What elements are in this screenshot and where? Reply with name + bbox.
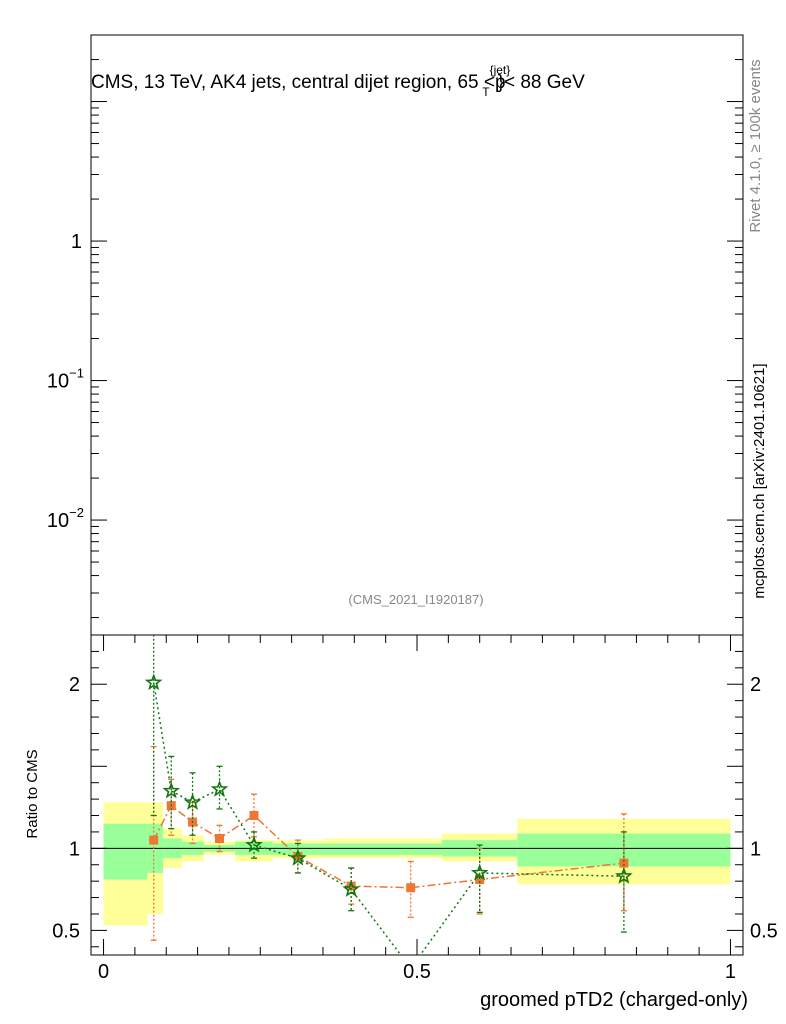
ratio-series-group: [144, 635, 633, 955]
x-axis-label: groomed pTD2 (charged-only): [480, 989, 748, 1011]
ratio-uncertainty-bands: [103, 802, 731, 926]
data-point-star: [245, 835, 263, 853]
data-point-square: [406, 883, 416, 893]
data-point-square: [215, 833, 225, 843]
data-point-star: [470, 863, 489, 881]
ratio-panel-frame: [90, 634, 744, 956]
ratio-y-tick-label: 1: [69, 838, 80, 860]
ratio-y-tick-label-right: 1: [750, 838, 761, 860]
x-tick-label: 0.5: [403, 961, 431, 983]
ratio-y-tick-label: 0.5: [52, 920, 80, 942]
data-point-square: [619, 858, 629, 868]
ratio-y-tick-label-right: 2: [750, 674, 761, 696]
ratio-axis-tick-labels: 2 2 1 1 0.5 0.5 0 0.5 1: [52, 674, 778, 983]
data-point-star: [289, 848, 307, 866]
x-tick-label: 1: [725, 961, 736, 983]
data-point-square: [475, 875, 485, 885]
series-line: [153, 804, 624, 889]
inner-band: [103, 823, 148, 880]
plot-title-tail: }< 88 GeV: [498, 72, 585, 93]
main-panel-frame: [90, 34, 744, 636]
data-point-square: [149, 835, 159, 845]
data-point-star: [210, 779, 229, 797]
main-y-tick-label: 1: [71, 231, 82, 253]
main-y-tick-label: 10−2: [47, 505, 84, 532]
ratio-y-axis-label: Ratio to CMS: [24, 749, 41, 838]
main-y-tick-label: 10−1: [47, 366, 84, 393]
plot-title-sub: T: [482, 85, 490, 99]
main-y-axis-tick-labels: 1 10−1 10−2: [47, 231, 84, 532]
data-point-square: [346, 881, 356, 891]
series-line: [152, 682, 624, 955]
plot-title: CMS, 13 TeV, AK4 jets, central dijet reg…: [91, 63, 585, 99]
plot-title-sup: {jet}: [490, 63, 511, 77]
x-tick-label: 0: [98, 961, 109, 983]
watermark-label: (CMS_2021_I1920187): [348, 592, 483, 607]
plot-title-main: CMS, 13 TeV, AK4 jets, central dijet reg…: [91, 72, 506, 93]
data-point-star: [144, 673, 163, 691]
data-point-star: [162, 781, 181, 799]
data-point-square: [249, 811, 259, 821]
ratio-y-tick-label: 2: [69, 674, 80, 696]
data-point-star: [342, 880, 361, 897]
ratio-series: [144, 635, 633, 955]
mcplots-label: mcplots.cern.ch [arXiv:2401.10621]: [751, 363, 768, 598]
main-y-axis-ticks: [91, 34, 743, 619]
ratio-axis-ticks: [91, 634, 743, 955]
data-point-star: [615, 866, 633, 884]
data-point-star: [183, 793, 202, 810]
ratio-y-tick-label-right: 0.5: [750, 920, 778, 942]
inner-band: [322, 843, 443, 855]
rivet-version-label: Rivet 4.1.0, ≥ 100k events: [747, 59, 764, 232]
